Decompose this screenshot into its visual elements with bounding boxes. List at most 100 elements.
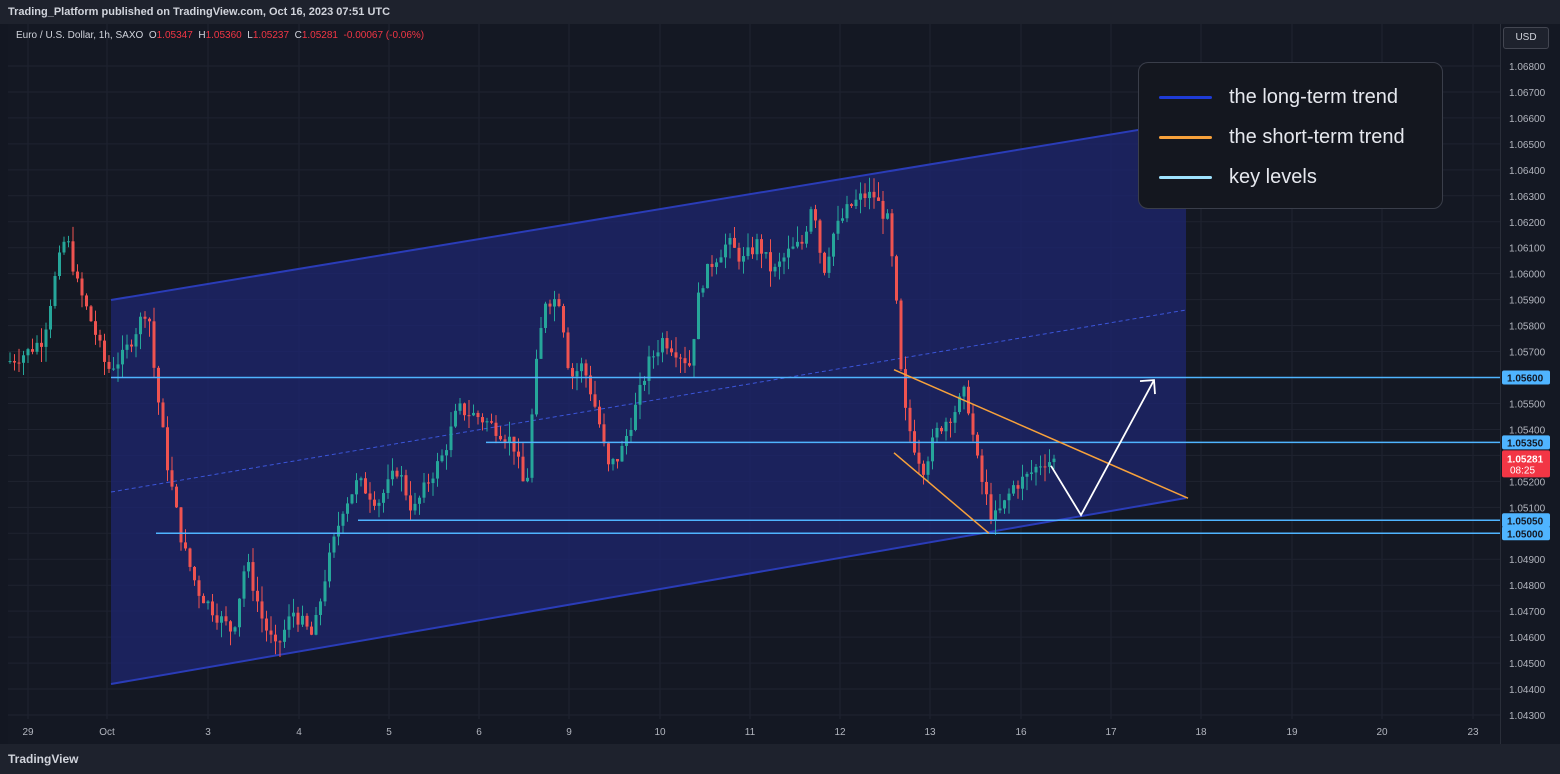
channel-lower-line [110, 497, 1187, 685]
candle-body [512, 436, 516, 452]
candle-body [998, 508, 1002, 511]
candle-body [904, 369, 907, 408]
y-tick-label: 1.05400 [1509, 425, 1546, 436]
y-tick-label: 1.04900 [1509, 555, 1546, 566]
candle-body [332, 536, 336, 553]
candle-body [836, 220, 840, 234]
candle-body [310, 626, 313, 635]
close-label: C [294, 30, 302, 41]
candle-body [314, 614, 318, 635]
candle-body [751, 247, 754, 255]
candle-body [931, 437, 934, 462]
candle-body [40, 342, 43, 347]
tradingview-logo[interactable]: TradingView [8, 752, 79, 766]
candle-body [800, 241, 804, 244]
x-tick-label: 11 [745, 727, 756, 738]
candle-body [652, 356, 655, 358]
short-trend-lower-line [893, 452, 990, 534]
candle-body [881, 200, 885, 219]
candle-body [548, 303, 552, 307]
candle-body [49, 305, 52, 330]
candle-body [26, 349, 30, 356]
y-tick-label: 1.05200 [1509, 477, 1546, 488]
current-price-tag-bg [1502, 450, 1550, 478]
candle-body [742, 256, 745, 262]
candle-body [643, 380, 646, 385]
candle-body [436, 461, 439, 479]
candle-body [1025, 473, 1029, 477]
candle-body [922, 463, 925, 475]
candle-body [211, 601, 214, 616]
candle-body [17, 362, 21, 364]
candle-body [953, 412, 957, 423]
low-value: 1.05237 [252, 30, 290, 41]
current-price-value: 1.05281 [1507, 454, 1544, 465]
candle-body [184, 542, 187, 549]
price-axis[interactable]: 1.06800 1.06700 1.06600 1.06500 1.06400 1.063… [1500, 24, 1560, 744]
price-axis-svg[interactable]: 1.06800 1.06700 1.06600 1.06500 1.06400 1.063… [1501, 24, 1560, 744]
candle-body [58, 252, 61, 276]
candle-body [220, 616, 223, 623]
y-tick-label: 1.06800 [1509, 62, 1546, 73]
candle-body [679, 357, 682, 359]
currency-button[interactable]: USD [1503, 27, 1549, 49]
candle-body [598, 406, 601, 425]
candle-body [341, 513, 345, 526]
candle-body [647, 356, 651, 381]
candle-body [130, 344, 133, 347]
candle-body [854, 199, 858, 207]
candle-body [80, 278, 84, 296]
key-level-price-label: 1.05000 [1507, 529, 1544, 540]
x-tick-label: 18 [1195, 727, 1207, 738]
candles [8, 177, 1056, 658]
legend-box: the long-term trend the short-term trend… [1138, 62, 1443, 209]
candle-body [1007, 493, 1011, 501]
candle-body [688, 363, 691, 366]
low-label: L [247, 30, 253, 41]
candle-body [778, 261, 781, 267]
x-tick-label: 9 [566, 727, 572, 738]
y-tick-label: 1.06700 [1509, 88, 1546, 99]
candle-body [1048, 462, 1051, 467]
candle-body [917, 452, 921, 464]
legend-item-short-term: the short-term trend [1159, 125, 1405, 149]
candle-body [283, 629, 286, 642]
candle-body [809, 209, 813, 232]
candle-body [193, 566, 196, 581]
candle-body [8, 361, 12, 363]
candle-body [265, 618, 268, 631]
candle-body [400, 475, 403, 477]
candle-body [494, 422, 498, 436]
symbol-name: Euro / U.S. Dollar, 1h, SAXO [16, 30, 144, 41]
key-level-price-label: 1.05600 [1507, 374, 1544, 385]
y-tick-label: 1.06400 [1509, 166, 1546, 177]
candle-body [1012, 485, 1015, 494]
candle-body [22, 355, 25, 363]
candle-body [656, 352, 660, 357]
projection-arrowhead [1139, 379, 1156, 395]
candle-body [422, 482, 426, 498]
candle-body [818, 220, 822, 253]
candle-body [359, 478, 363, 481]
candle-body [787, 248, 790, 258]
candle-body [553, 299, 556, 307]
candle-body [958, 396, 961, 413]
candle-body [346, 503, 349, 514]
candle-body [179, 507, 183, 543]
candle-body [458, 403, 462, 411]
candle-body [962, 386, 966, 397]
candle-body [373, 499, 376, 506]
long-term-channel [110, 121, 1187, 685]
candle-body [413, 503, 417, 511]
candle-body [1016, 485, 1020, 489]
candle-body [31, 349, 34, 352]
legend-swatch-key-levels [1159, 175, 1212, 179]
candle-body [1021, 476, 1024, 489]
key-level-price-label: 1.05050 [1507, 516, 1544, 527]
candle-body [148, 318, 151, 322]
legend-swatch-long-term [1159, 95, 1212, 99]
candle-body [296, 612, 300, 625]
candle-body [535, 358, 538, 415]
candle-body [827, 256, 831, 273]
candle-body [773, 266, 777, 272]
